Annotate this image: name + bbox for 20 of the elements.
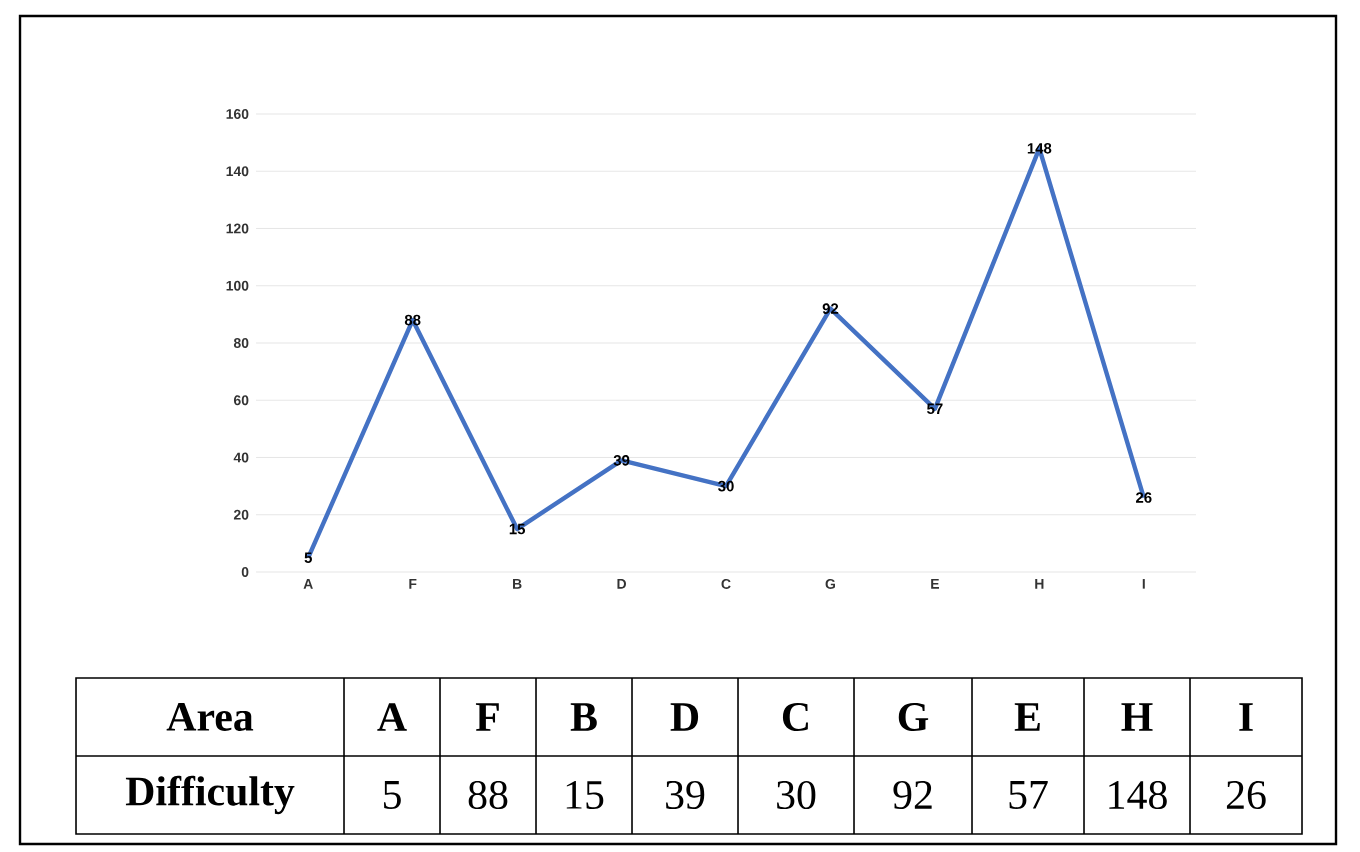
category-label: H	[1121, 703, 1153, 731]
category-label: D	[670, 703, 699, 731]
category-label: E	[1014, 703, 1040, 731]
text: 5	[383, 781, 401, 809]
category-label: F	[475, 703, 499, 731]
text: 15	[566, 780, 604, 810]
text: 30	[777, 780, 816, 810]
text: 57	[1009, 781, 1048, 809]
text: 88	[468, 780, 508, 810]
y-axis-title: Difficulty	[125, 775, 295, 815]
x-axis-title: Area	[166, 702, 254, 732]
text: 92	[893, 780, 932, 810]
text: 26	[1226, 780, 1266, 810]
category-label: B	[570, 703, 597, 731]
category-label: G	[898, 702, 929, 732]
text: 148	[1109, 780, 1167, 810]
category-label: I	[1239, 703, 1253, 731]
category-label: A	[377, 703, 407, 731]
category-label: C	[782, 702, 808, 732]
text: 39	[666, 780, 705, 810]
